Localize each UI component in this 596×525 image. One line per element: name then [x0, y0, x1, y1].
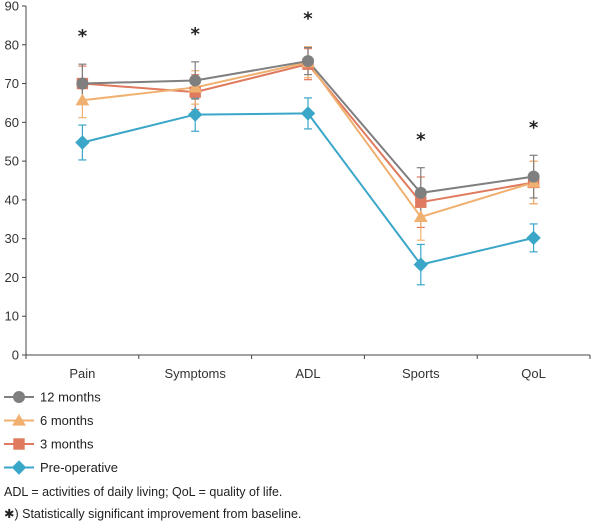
- y-tick-label: 30: [5, 231, 19, 246]
- significance-star: *: [529, 117, 539, 138]
- data-point-12-months: [189, 74, 202, 87]
- abbreviation-note: ADL = activities of daily living; QoL = …: [4, 485, 283, 499]
- legend-label-6-months: 6 months: [40, 413, 94, 428]
- significance-note: ✱) Statistically significant improvement…: [4, 507, 302, 521]
- y-tick-label: 40: [5, 192, 19, 207]
- y-tick-label: 60: [5, 115, 19, 130]
- series-lines: [82, 59, 534, 266]
- data-point-12-months: [302, 55, 314, 68]
- series-line-3-months: [82, 63, 534, 204]
- y-tick-label: 50: [5, 154, 19, 169]
- legend-marker-6-months: [12, 413, 26, 426]
- legend-marker-3-months: [13, 438, 25, 450]
- x-tick-label: Symptoms: [164, 366, 226, 381]
- significance-star: *: [303, 9, 313, 30]
- data-point-pre-operative: [413, 257, 428, 272]
- y-tick-label: 10: [5, 309, 19, 324]
- y-tick-label: 70: [5, 76, 19, 91]
- data-point-pre-operative: [75, 135, 90, 150]
- legend-marker-12-months: [13, 391, 25, 403]
- y-tick-label: 20: [5, 270, 19, 285]
- data-point-pre-operative: [188, 107, 203, 122]
- x-tick-label: QoL: [521, 366, 546, 381]
- y-tick-label: 80: [5, 37, 19, 52]
- x-tick-label: Sports: [402, 366, 440, 381]
- significance-star: *: [190, 24, 200, 45]
- legend-label-3-months: 3 months: [40, 437, 94, 452]
- chart-axes: 0 10 20 30 40 50 60 70 80 90 Pain Symptoms ADL Sports…: [5, 0, 591, 381]
- significance-markers: * * * * *: [78, 9, 539, 151]
- y-tick-label: 90: [5, 0, 19, 14]
- x-tick-label: ADL: [295, 366, 320, 381]
- data-point-6-months: [75, 93, 90, 106]
- legend-label-pre-operative: Pre-operative: [40, 460, 118, 475]
- series-markers: [75, 55, 541, 272]
- data-point-3-months: [415, 196, 427, 208]
- legend-marker-pre-operative: [11, 460, 27, 475]
- legend-label-12-months: 12 months: [40, 390, 101, 405]
- chart-legend: 12 months 6 months 3 months Pre-operative: [4, 390, 118, 475]
- y-tick-label: 0: [12, 348, 19, 363]
- data-point-6-months: [413, 210, 428, 223]
- x-tick-label: Pain: [69, 366, 95, 381]
- significance-star: *: [78, 26, 88, 47]
- data-point-pre-operative: [300, 106, 316, 121]
- data-point-12-months: [414, 186, 427, 199]
- data-point-12-months: [527, 170, 540, 183]
- data-point-6-months: [188, 80, 203, 93]
- series-line-pre-operative: [82, 112, 534, 266]
- significance-star: *: [416, 130, 426, 151]
- data-point-12-months: [76, 77, 89, 90]
- data-point-pre-operative: [526, 230, 541, 246]
